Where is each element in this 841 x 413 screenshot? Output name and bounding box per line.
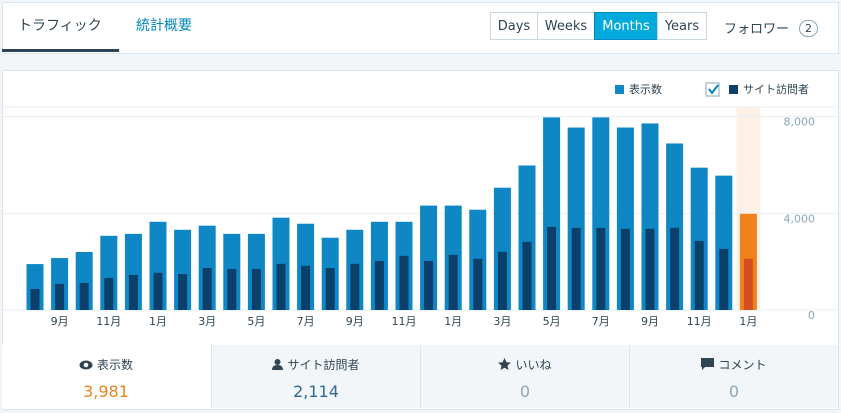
x-tick-label: 1月 xyxy=(444,315,462,328)
bar xyxy=(547,226,557,310)
bar xyxy=(301,265,311,310)
x-tick-label: 9月 xyxy=(346,315,364,328)
bar xyxy=(374,260,384,310)
star-icon xyxy=(498,358,512,370)
tab-bar xyxy=(2,2,839,54)
legend-label: サイト訪問者 xyxy=(743,82,809,96)
bar xyxy=(645,228,655,310)
checkbox[interactable] xyxy=(705,82,720,97)
checkmark xyxy=(708,84,719,95)
x-tick-label: 3月 xyxy=(198,315,216,328)
summary-value: 0 xyxy=(728,382,740,401)
x-tick-label: 1月 xyxy=(149,315,167,328)
bar xyxy=(497,251,507,310)
period-button[interactable]: Months xyxy=(594,12,658,40)
bar xyxy=(596,227,606,310)
tab-underline xyxy=(2,49,119,52)
x-tick-label: 9月 xyxy=(51,315,69,328)
bar xyxy=(30,288,40,310)
bar xyxy=(694,240,704,310)
summary-value: 2,114 xyxy=(293,382,339,401)
summary-label: コメント xyxy=(718,358,767,372)
bar xyxy=(571,227,581,310)
period-button[interactable]: Years xyxy=(657,12,707,40)
eye-icon xyxy=(79,360,93,370)
summary-tab[interactable]: コメント 0 xyxy=(629,345,838,408)
bar xyxy=(79,282,89,310)
bar xyxy=(276,263,286,310)
bar xyxy=(399,255,409,310)
bar xyxy=(473,258,483,310)
x-tick-label: 9月 xyxy=(641,315,659,328)
x-tick-label: 5月 xyxy=(247,315,265,328)
bar xyxy=(719,248,729,310)
bar xyxy=(202,267,212,310)
x-tick-label: 1月 xyxy=(739,315,757,328)
bar xyxy=(128,274,138,310)
summary-tab[interactable]: 表示数 3,981 xyxy=(2,345,210,408)
bar xyxy=(55,283,65,310)
followers-label[interactable]: フォロワー xyxy=(724,22,790,37)
summary-label: 表示数 xyxy=(96,358,133,372)
bar xyxy=(350,263,360,310)
x-tick-label: 11月 xyxy=(96,315,121,328)
x-tick-label: 11月 xyxy=(687,315,712,328)
summary-tab[interactable]: いいね 0 xyxy=(420,345,629,408)
followers-count: 2 xyxy=(799,20,818,37)
summary-label: いいね xyxy=(515,358,552,372)
bar xyxy=(522,241,532,310)
period-button[interactable]: Days xyxy=(490,12,538,40)
summary-tab[interactable]: サイト訪問者 2,114 xyxy=(211,345,420,408)
y-tick-label: 8,000 xyxy=(784,116,816,129)
bar xyxy=(325,267,335,310)
person-icon xyxy=(272,359,284,370)
legend-label: 表示数 xyxy=(629,82,662,96)
bar xyxy=(620,228,630,310)
summary-label: サイト訪問者 xyxy=(287,358,360,372)
bar xyxy=(178,273,188,310)
bar xyxy=(670,227,680,310)
legend-swatch xyxy=(729,85,738,94)
tab[interactable]: トラフィック xyxy=(18,18,102,34)
bar xyxy=(153,272,163,310)
comment-icon xyxy=(701,358,715,370)
bar xyxy=(104,277,114,310)
period-button[interactable]: Weeks xyxy=(537,12,595,40)
bar xyxy=(448,254,458,310)
legend-swatch xyxy=(615,85,624,94)
x-tick-label: 7月 xyxy=(297,315,315,328)
x-tick-label: 5月 xyxy=(543,315,561,328)
x-tick-label: 3月 xyxy=(493,315,511,328)
bar xyxy=(227,268,237,310)
x-tick-label: 11月 xyxy=(392,315,417,328)
bar xyxy=(251,268,261,310)
bar xyxy=(424,260,434,310)
chart: 0 4,000 8,000 表示数 サイト訪問者 9月 11月 1月 3月 5月 7月 9月 11月 1月… xyxy=(3,82,838,328)
y-tick-label: 4,000 xyxy=(784,212,816,225)
x-tick-label: 7月 xyxy=(592,315,610,328)
summary-value: 0 xyxy=(519,382,531,401)
summary-value: 3,981 xyxy=(83,382,129,401)
bar xyxy=(743,258,753,310)
tab[interactable]: 統計概要 xyxy=(136,18,192,34)
y-tick-label: 0 xyxy=(808,309,815,322)
